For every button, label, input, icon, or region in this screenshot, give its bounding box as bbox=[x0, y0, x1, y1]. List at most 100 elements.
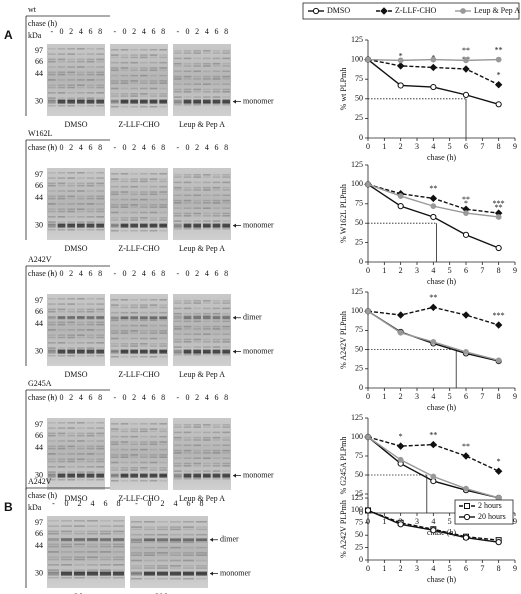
gel-band bbox=[140, 54, 148, 56]
gel-band bbox=[86, 471, 95, 473]
x-tick-label: 5 bbox=[448, 564, 452, 573]
gel-band bbox=[77, 321, 85, 324]
gel-band bbox=[77, 99, 85, 104]
gel-band bbox=[174, 470, 182, 472]
gel-band bbox=[159, 204, 167, 206]
gel-band bbox=[203, 320, 211, 323]
gel-band bbox=[48, 576, 59, 579]
x-tick-label: 9 bbox=[513, 392, 517, 401]
gel-band bbox=[183, 341, 192, 343]
gel-band bbox=[111, 193, 119, 196]
gel-band bbox=[48, 71, 56, 74]
gel-band bbox=[140, 441, 148, 443]
gel-band bbox=[203, 52, 211, 54]
gel-band bbox=[77, 97, 85, 99]
point bbox=[494, 80, 503, 89]
gel-band bbox=[149, 343, 158, 345]
gel-band bbox=[74, 571, 85, 576]
gel-band bbox=[212, 338, 221, 341]
gel-band bbox=[140, 332, 148, 334]
gel-band bbox=[140, 304, 148, 306]
significance: * bbox=[497, 457, 501, 466]
gel-band bbox=[67, 97, 75, 99]
gel-band bbox=[48, 564, 59, 566]
gel-band bbox=[96, 58, 104, 61]
gel-band bbox=[57, 195, 66, 198]
lane-label: 2 bbox=[69, 269, 73, 278]
lane-label: 8 bbox=[224, 393, 228, 402]
gel-band bbox=[212, 223, 221, 228]
gel-band bbox=[74, 530, 85, 533]
gel-band bbox=[203, 316, 211, 320]
gel-band bbox=[111, 319, 119, 322]
gel-band bbox=[57, 298, 66, 300]
lane-label: 2 bbox=[69, 143, 73, 152]
gel-band bbox=[120, 49, 129, 51]
gel-band bbox=[159, 178, 167, 180]
gel-band bbox=[159, 443, 167, 446]
gel-band bbox=[157, 541, 168, 544]
gel-band bbox=[193, 88, 201, 91]
gel-band bbox=[222, 189, 230, 191]
gel-band bbox=[149, 74, 158, 77]
gel-band bbox=[170, 521, 181, 523]
gel-band bbox=[183, 212, 192, 215]
gel-band bbox=[130, 304, 138, 306]
lane-label: 4 bbox=[205, 27, 209, 36]
gel-band bbox=[87, 543, 98, 546]
gel-band bbox=[77, 447, 85, 450]
gel-band bbox=[222, 462, 230, 465]
gel-band bbox=[203, 333, 211, 335]
gel-band bbox=[48, 104, 56, 107]
gel-band bbox=[196, 546, 207, 549]
marker-label: 30 bbox=[35, 96, 43, 105]
gel-label: DMSO bbox=[64, 494, 87, 503]
gel-band bbox=[149, 430, 158, 433]
gel-band bbox=[113, 520, 124, 522]
gel-band bbox=[203, 449, 211, 452]
y-tick-label: 50 bbox=[355, 94, 363, 103]
gel-band bbox=[57, 445, 66, 448]
gel-band bbox=[203, 62, 211, 65]
gel-band bbox=[96, 84, 104, 86]
gel-band bbox=[174, 452, 182, 454]
gel-band bbox=[113, 558, 124, 561]
gel-band bbox=[183, 325, 192, 328]
gel-band bbox=[149, 311, 158, 314]
gel-band bbox=[86, 458, 95, 460]
gel-band bbox=[159, 93, 167, 95]
chase-label: chase (h) bbox=[28, 269, 57, 278]
gel-band bbox=[140, 311, 148, 314]
gel-band bbox=[57, 99, 66, 104]
gel-band bbox=[67, 210, 75, 213]
gel-band bbox=[203, 325, 211, 328]
gel-band bbox=[77, 466, 85, 468]
gel-band bbox=[67, 427, 75, 429]
gel-band bbox=[149, 469, 158, 471]
gel-band bbox=[130, 229, 138, 232]
gel-band bbox=[149, 355, 158, 358]
series-line bbox=[367, 58, 499, 86]
gel-band bbox=[77, 195, 85, 198]
gel-band bbox=[77, 460, 85, 463]
gel-band bbox=[96, 172, 104, 174]
x-tick-label: 1 bbox=[382, 517, 386, 526]
gel-band bbox=[86, 104, 95, 107]
gel-band bbox=[222, 52, 230, 54]
y-axis-label: % A242V PLPmh bbox=[339, 500, 348, 558]
y-tick-label: 100 bbox=[351, 54, 363, 63]
gel-band bbox=[159, 173, 167, 175]
gel-band bbox=[120, 95, 129, 97]
lane-label: 2 bbox=[161, 499, 165, 508]
gel bbox=[173, 418, 231, 490]
lane-label: 0 bbox=[123, 143, 127, 152]
gel-band bbox=[86, 210, 95, 213]
lane-label: 4 bbox=[142, 269, 146, 278]
gel-band bbox=[113, 569, 124, 571]
gel-band bbox=[67, 298, 75, 300]
gel-band bbox=[130, 185, 138, 188]
gel-band bbox=[212, 186, 221, 189]
x-tick-label: 5 bbox=[448, 517, 452, 526]
gel-band bbox=[77, 298, 85, 300]
gel-band bbox=[77, 190, 85, 192]
